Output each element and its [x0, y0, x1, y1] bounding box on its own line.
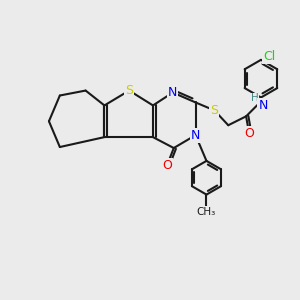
Text: N: N: [191, 129, 200, 142]
Text: O: O: [162, 159, 172, 172]
Text: N: N: [168, 86, 178, 99]
Text: N: N: [258, 99, 268, 112]
Text: S: S: [210, 104, 218, 117]
Text: O: O: [244, 127, 254, 140]
Text: CH₃: CH₃: [197, 207, 216, 218]
Text: Cl: Cl: [263, 50, 275, 63]
Text: S: S: [125, 84, 133, 97]
Text: H: H: [251, 94, 259, 103]
